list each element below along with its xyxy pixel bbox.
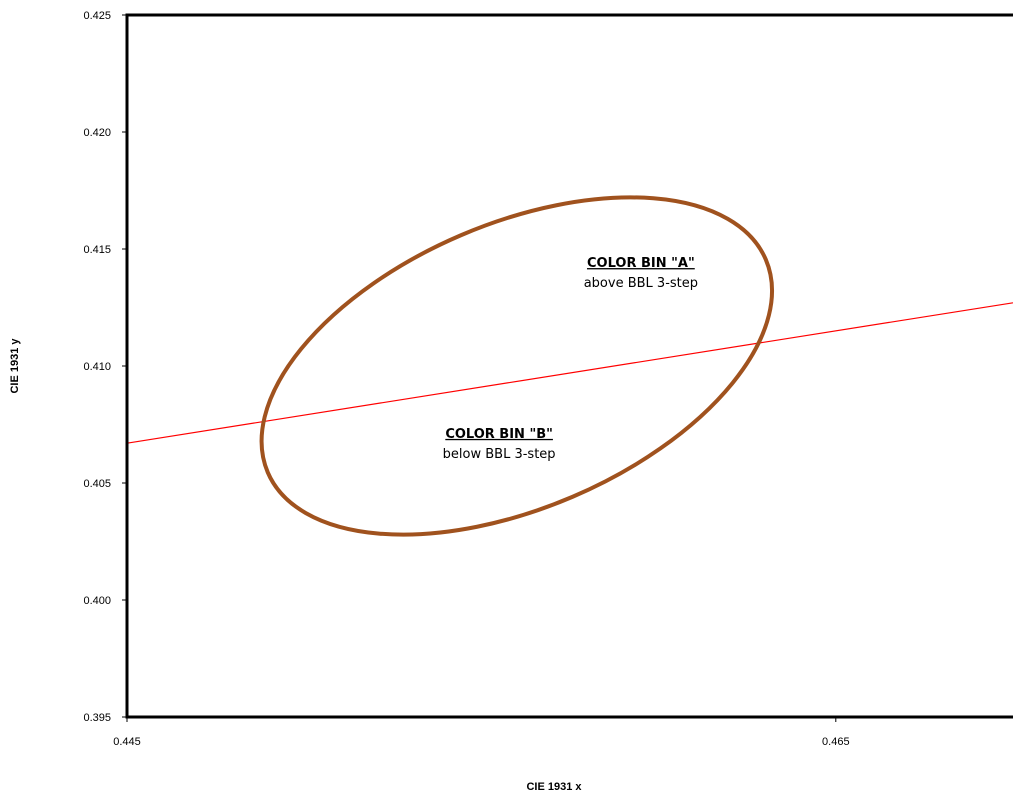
y-axis-title: CIE 1931 y: [9, 338, 21, 394]
y-tick-label: 0.405: [83, 478, 111, 490]
color-bin-ellipse: [259, 195, 775, 537]
color-bin-description: below BBL 3-step: [443, 447, 556, 462]
color-bin-label: COLOR BIN "A": [587, 256, 695, 271]
y-tick-label: 0.415: [83, 244, 111, 256]
x-axis-title: CIE 1931 x: [526, 781, 582, 793]
color-bin-description: above BBL 3-step: [584, 276, 698, 291]
y-tick-label: 0.395: [83, 712, 111, 724]
y-tick-label: 0.400: [83, 595, 111, 607]
x-tick-label: 0.465: [822, 736, 850, 748]
y-tick-label: 0.410: [83, 361, 111, 373]
y-tick-label: 0.420: [83, 127, 111, 139]
bbl-line: [126, 302, 1013, 444]
color-bin-label: COLOR BIN "B": [445, 427, 553, 442]
x-tick-label: 0.445: [113, 736, 141, 748]
y-tick-label: 0.425: [83, 10, 111, 22]
